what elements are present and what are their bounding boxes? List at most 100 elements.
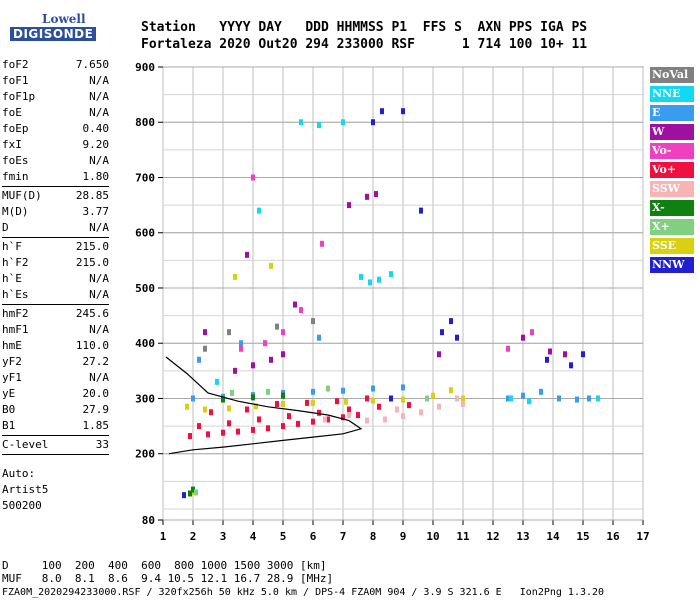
data-point <box>371 397 375 404</box>
x-tick-label: 3 <box>220 530 227 543</box>
data-point <box>407 402 411 409</box>
param-value: 20.0 <box>82 387 110 400</box>
x-tick-label: 4 <box>250 530 257 543</box>
data-point <box>266 388 270 395</box>
data-point <box>563 351 567 358</box>
data-point <box>275 400 279 407</box>
data-point <box>377 403 381 410</box>
param-row: hmF2 245.6 <box>2 306 109 322</box>
param-name: fxI <box>2 138 22 151</box>
param-name: C-level <box>2 438 49 451</box>
data-point <box>203 345 207 352</box>
data-point <box>281 392 285 399</box>
param-name: B1 <box>2 419 16 432</box>
data-point <box>383 416 387 423</box>
data-point <box>257 416 261 423</box>
param-row: C-level 33 <box>2 437 109 453</box>
data-point <box>437 351 441 358</box>
data-point <box>521 392 525 399</box>
x-tick-label: 6 <box>310 530 317 543</box>
digisonde-logo: Lowell DIGISONDE <box>0 0 120 50</box>
y-tick-label: 900 <box>135 61 155 74</box>
header-labels: Station YYYY DAY DDD HHMMSS P1 FFS S AXN… <box>141 20 588 35</box>
scaled-parameters-panel: foF2 7.650 foF1 N/A foF1p N/A foE N/A foEp 0.40 fx… <box>2 57 109 514</box>
data-point <box>206 431 210 438</box>
data-point <box>359 273 363 280</box>
x-tick-label: 1 <box>160 530 167 543</box>
param-value: 245.6 <box>75 307 109 320</box>
data-point <box>377 276 381 283</box>
param-row: hmE 110.0 <box>2 338 109 354</box>
legend-item: Vo- <box>650 143 694 159</box>
param-row: B0 27.9 <box>2 402 109 418</box>
data-point <box>251 362 255 369</box>
data-point <box>311 418 315 425</box>
param-value: N/A <box>89 154 109 167</box>
data-point <box>344 398 348 405</box>
data-point <box>380 108 384 115</box>
data-point <box>197 356 201 363</box>
data-point <box>311 399 315 406</box>
data-point <box>203 406 207 413</box>
data-point <box>185 403 189 410</box>
data-point <box>281 400 285 407</box>
data-point <box>254 403 258 410</box>
legend-item: E <box>650 105 694 121</box>
legend-item: X- <box>650 200 694 216</box>
data-point <box>245 406 249 413</box>
param-row: foF1 N/A <box>2 73 109 89</box>
param-row: foE N/A <box>2 105 109 121</box>
param-value: 28.85 <box>75 189 109 202</box>
data-point <box>239 340 243 347</box>
data-point <box>281 329 285 336</box>
data-point <box>317 122 321 129</box>
param-value: N/A <box>89 272 109 285</box>
data-point <box>197 423 201 430</box>
data-point <box>182 492 186 499</box>
data-point <box>356 412 360 419</box>
data-point <box>335 398 339 405</box>
param-name: M(D) <box>2 205 29 218</box>
param-name: foEp <box>2 122 29 135</box>
y-tick-label: 500 <box>135 282 155 295</box>
param-row: foF2 7.650 <box>2 57 109 73</box>
data-point <box>311 318 315 325</box>
param-separator <box>2 454 109 455</box>
data-point <box>305 399 309 406</box>
data-point <box>245 251 249 258</box>
data-point <box>317 409 321 416</box>
data-point <box>455 334 459 341</box>
param-value: 27.9 <box>82 403 110 416</box>
data-point <box>221 429 225 436</box>
param-name: h`F <box>2 240 22 253</box>
param-value: 7.650 <box>75 58 109 71</box>
param-value: 27.2 <box>82 355 110 368</box>
data-point <box>263 340 267 347</box>
param-separator <box>2 237 109 238</box>
legend-item: Vo+ <box>650 162 694 178</box>
data-point <box>299 307 303 314</box>
param-row: h`F2 215.0 <box>2 255 109 271</box>
data-point <box>581 351 585 358</box>
x-tick-label: 8 <box>370 530 377 543</box>
data-point <box>341 414 345 421</box>
legend-item: W <box>650 124 694 140</box>
x-tick-label: 14 <box>546 530 560 543</box>
y-tick-label: 400 <box>135 337 155 350</box>
logo-lowell-text: Lowell <box>42 12 86 26</box>
y-tick-label: 300 <box>135 392 155 405</box>
param-separator <box>2 186 109 187</box>
data-point <box>461 400 465 407</box>
data-point <box>557 395 561 402</box>
data-point <box>299 119 303 126</box>
x-tick-label: 7 <box>340 530 347 543</box>
data-point <box>368 279 372 286</box>
param-row: fxI 9.20 <box>2 137 109 153</box>
param-value: 215.0 <box>75 240 109 253</box>
param-value: 9.20 <box>82 138 110 151</box>
data-point <box>449 318 453 325</box>
param-row: yE 20.0 <box>2 386 109 402</box>
param-name: D <box>2 221 9 234</box>
legend-item: SSE <box>650 238 694 254</box>
